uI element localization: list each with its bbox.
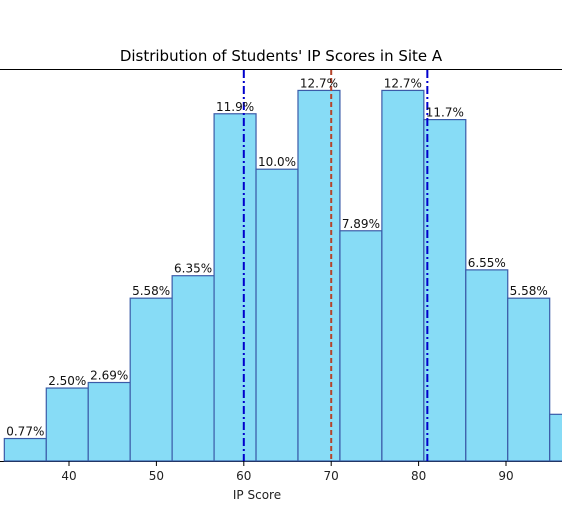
histogram-bar (87, 381, 131, 462)
histogram-bar (171, 275, 215, 462)
histogram-bar (507, 297, 551, 462)
chart-title: Distribution of Students' IP Scores in S… (120, 47, 443, 65)
x-tick-label: 40 (61, 469, 76, 483)
histogram-bar (213, 113, 257, 462)
x-tick-label: 70 (324, 469, 339, 483)
histogram-bar (45, 387, 89, 462)
bar-value-label: 11.7% (426, 106, 464, 120)
x-axis-label: IP Score (233, 488, 281, 502)
bar-value-label: 10.0% (258, 155, 296, 169)
bars-group (3, 89, 562, 462)
bar-value-label: 5.58% (510, 284, 548, 298)
x-tick-label: 80 (411, 469, 426, 483)
data-labels-group: 0.77% 2.50% 2.69% 5.58% 6.35% 11.9% 10.0% 12.7%… (6, 76, 548, 439)
x-tick-label: 90 (498, 469, 513, 483)
histogram-bar (549, 413, 562, 462)
bar-value-label: 7.89% (342, 217, 380, 231)
bar-value-label: 11.9% (216, 100, 254, 114)
bar-value-label: 5.58% (132, 284, 170, 298)
histogram-bar (465, 269, 509, 462)
bar-value-label: 6.55% (468, 256, 506, 270)
bar-value-label: 0.77% (6, 425, 44, 439)
x-tick-label: 60 (236, 469, 251, 483)
x-ticks-group: 40 50 60 70 80 90 (61, 461, 514, 483)
histogram-bar (339, 230, 383, 462)
histogram-bar (381, 89, 425, 462)
histogram-bar (255, 168, 299, 462)
histogram-bar (3, 437, 47, 462)
bar-value-label: 12.7% (384, 76, 422, 90)
bar-value-label: 2.69% (90, 369, 128, 383)
x-tick-label: 50 (149, 469, 164, 483)
bar-value-label: 6.35% (174, 262, 212, 276)
bar-value-label: 12.7% (300, 76, 338, 90)
histogram-bar (297, 89, 341, 462)
histogram-bar (129, 297, 173, 462)
reference-lines-group (242, 70, 429, 461)
histogram-bar (423, 119, 467, 462)
bar-value-label: 2.50% (48, 374, 86, 388)
